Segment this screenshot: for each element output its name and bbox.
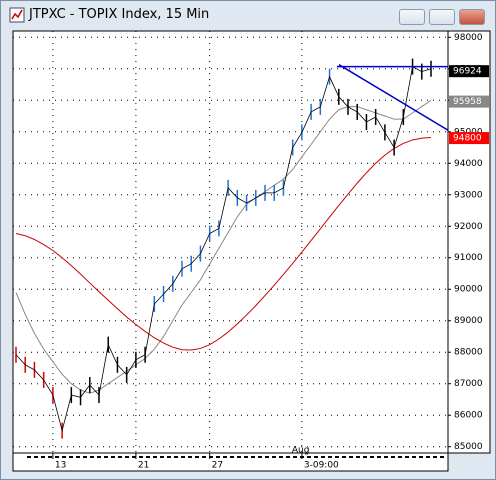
time-scale-tick: [286, 456, 290, 458]
time-scale-tick: [251, 456, 255, 458]
time-scale-tick: [279, 456, 283, 458]
time-scale-tick: [419, 456, 423, 458]
price-line: [15, 65, 432, 433]
y-tick-label: 94000: [454, 159, 483, 169]
time-scale-tick: [97, 456, 101, 458]
y-tick-label: 90000: [454, 285, 483, 295]
time-scale-tick: [111, 456, 115, 458]
time-scale-tick: [27, 456, 31, 458]
time-scale-tick: [153, 456, 157, 458]
trend-line: [338, 64, 449, 131]
time-scale-tick: [195, 456, 199, 458]
time-scale-tick: [118, 456, 122, 458]
time-scale-tick: [307, 456, 311, 458]
time-scale-tick: [146, 456, 150, 458]
time-scale-tick: [62, 456, 66, 458]
time-scale-tick: [335, 456, 339, 458]
y-tick-label: 85000: [454, 442, 483, 452]
time-scale-tick: [314, 456, 318, 458]
time-scale-tick: [398, 456, 402, 458]
x-tick-label: 13: [55, 461, 66, 471]
price-axis: [447, 30, 491, 454]
price-label-box: [449, 95, 489, 108]
plot-area: [12, 30, 449, 454]
price-label-box: [449, 65, 489, 78]
time-scale-tick: [272, 456, 276, 458]
time-scale-tick: [244, 456, 248, 458]
time-scale-tick: [377, 456, 381, 458]
time-scale-tick: [125, 456, 129, 458]
moving-average: [15, 136, 432, 351]
time-scale-tick: [426, 456, 430, 458]
time-scale-tick: [237, 456, 241, 458]
time-scale-tick: [55, 456, 59, 458]
x-tick-label: 3-09:00: [304, 461, 339, 471]
time-scale-tick: [363, 456, 367, 458]
y-tick-label: 86000: [454, 411, 483, 421]
x-tick-label: 27: [212, 461, 223, 471]
time-scale-tick: [328, 456, 332, 458]
y-tick-label: 91000: [454, 253, 483, 263]
y-tick-label: 92000: [454, 222, 483, 232]
time-scale-tick: [209, 456, 213, 458]
time-scale-tick: [34, 456, 38, 458]
window-title: JTPXC - TOPIX Index, 15 Min: [29, 7, 210, 22]
time-scale-tick: [216, 456, 220, 458]
y-tick-label: 89000: [454, 316, 483, 326]
time-scale-tick: [69, 456, 73, 458]
time-scale-tick: [174, 456, 178, 458]
time-scale-tick: [433, 456, 437, 458]
time-scale-tick: [342, 456, 346, 458]
time-scale-tick: [188, 456, 192, 458]
time-scale-tick: [349, 456, 353, 458]
price-label: 96924: [453, 67, 482, 77]
price-label-box: [449, 132, 489, 145]
time-scale-tick: [440, 456, 444, 458]
time-scale-tick: [412, 456, 416, 458]
time-scale-tick: [265, 456, 269, 458]
time-scale-tick: [181, 456, 185, 458]
time-scale-tick: [223, 456, 227, 458]
time-scale-tick: [139, 456, 143, 458]
time-scale-tick: [300, 456, 304, 458]
time-scale-tick: [258, 456, 262, 458]
title-bar: JTPXC - TOPIX Index, 15 Min: [1, 1, 495, 29]
time-scale-tick: [321, 456, 325, 458]
time-scale-tick: [202, 456, 206, 458]
time-scale-tick: [391, 456, 395, 458]
y-tick-label: 88000: [454, 348, 483, 358]
price-label: 95958: [453, 97, 482, 107]
time-scale-tick: [370, 456, 374, 458]
time-scale-tick: [83, 456, 87, 458]
y-tick-label: 93000: [454, 190, 483, 200]
time-scale-tick: [293, 456, 297, 458]
time-scale-tick: [167, 456, 171, 458]
close-button[interactable]: [459, 9, 485, 25]
chart: 85000 86000 87000 88000 89000 90000 91000 92000…: [12, 30, 491, 472]
y-tick-label: 87000: [454, 379, 483, 389]
y-tick-label: 98000: [454, 33, 483, 43]
time-scale-tick: [104, 456, 108, 458]
price-label: 94800: [453, 134, 482, 144]
minimize-button[interactable]: [399, 9, 425, 25]
maximize-button[interactable]: [429, 9, 455, 25]
time-scale-tick: [230, 456, 234, 458]
time-scale-tick: [405, 456, 409, 458]
time-scale-tick: [384, 456, 388, 458]
time-scale-tick: [356, 456, 360, 458]
time-scale-tick: [90, 456, 94, 458]
x-tick-label: 21: [138, 461, 149, 471]
month-label: Aug: [292, 446, 310, 456]
time-scale-tick: [132, 456, 136, 458]
time-scale-tick: [48, 456, 52, 458]
time-axis: [12, 452, 449, 472]
time-scale-tick: [41, 456, 45, 458]
time-scale-tick: [76, 456, 80, 458]
app-icon: [9, 7, 25, 23]
time-scale-tick: [160, 456, 164, 458]
